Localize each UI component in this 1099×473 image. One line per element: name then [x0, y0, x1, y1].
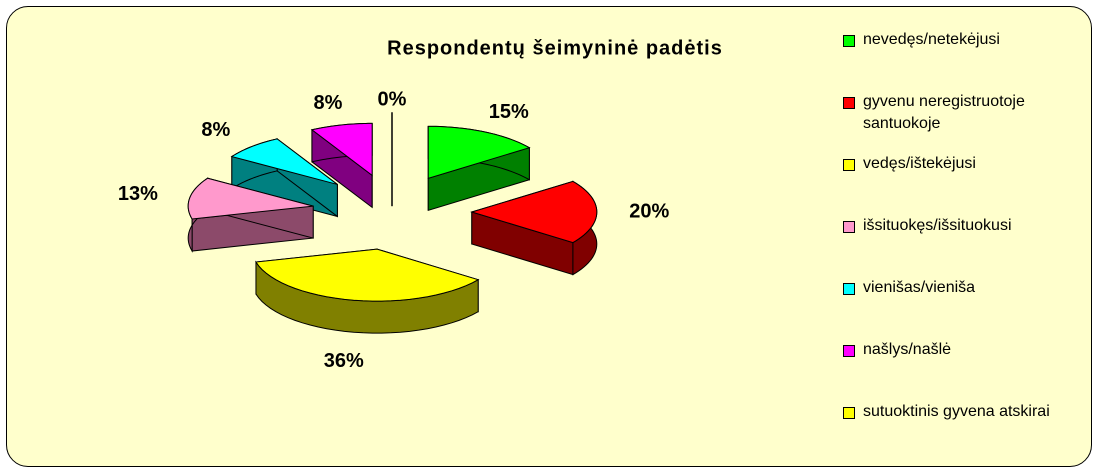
legend-item: išsituokęs/išsituokusi [843, 215, 1091, 277]
data-label: 15% [489, 101, 529, 123]
legend-swatch [843, 35, 855, 47]
legend-swatch [843, 221, 855, 233]
pie-slice [255, 248, 480, 334]
legend-label: našlys/našlė [863, 341, 952, 358]
pie-slice [230, 137, 338, 218]
legend-label: vienišas/vieniša [863, 279, 976, 296]
legend-item: sutuoktinis gyvena atskirai [843, 401, 1091, 463]
data-label: 8% [201, 119, 230, 141]
legend-item: našlys/našlė [843, 339, 1091, 401]
slice-top [230, 138, 338, 185]
slice-top [427, 125, 531, 179]
legend-swatch [843, 345, 855, 357]
legend-swatch [843, 159, 855, 171]
slice-top [187, 177, 314, 220]
pie-slice [427, 125, 531, 211]
pie-slice [470, 180, 598, 276]
data-label: 20% [629, 200, 669, 222]
chart: Respondentų šeimyninė padėtis 15% 20% 36% 1… [118, 37, 723, 372]
chart-title: Respondentų šeimyninė padėtis [387, 37, 723, 59]
slice-top [470, 180, 598, 244]
legend: nevedęs/netekėjusi gyvenu neregistruotoje… [843, 29, 1091, 463]
data-label: 8% [314, 92, 343, 114]
legend-item: vedęs/ištekėjusi [843, 153, 1091, 215]
legend-swatch [843, 97, 855, 109]
legend-swatch [843, 407, 855, 419]
legend-item: gyvenu neregistruotoje santuokoje [843, 91, 1091, 153]
slice-top [255, 248, 480, 302]
slice-top [310, 122, 373, 177]
data-label: 13% [118, 183, 158, 205]
data-label: 0% [378, 89, 407, 111]
legend-label: vedęs/ištekėjusi [863, 155, 976, 172]
legend-swatch [843, 283, 855, 295]
legend-item: vienišas/vieniša [843, 277, 1091, 339]
legend-label: sutuoktinis gyvena atskirai [863, 403, 1050, 420]
data-label: 36% [324, 350, 364, 372]
pie-slice [310, 122, 373, 209]
legend-label: nevedęs/netekėjusi [863, 31, 1000, 48]
chart-frame: Respondentų šeimyninė padėtis 15% 20% 36% 1… [6, 6, 1092, 467]
legend-item: nevedęs/netekėjusi [843, 29, 1091, 91]
legend-label: išsituokęs/išsituokusi [863, 217, 1012, 234]
legend-label: gyvenu neregistruotoje santuokoje [863, 93, 1025, 132]
pie-slice [187, 177, 314, 253]
